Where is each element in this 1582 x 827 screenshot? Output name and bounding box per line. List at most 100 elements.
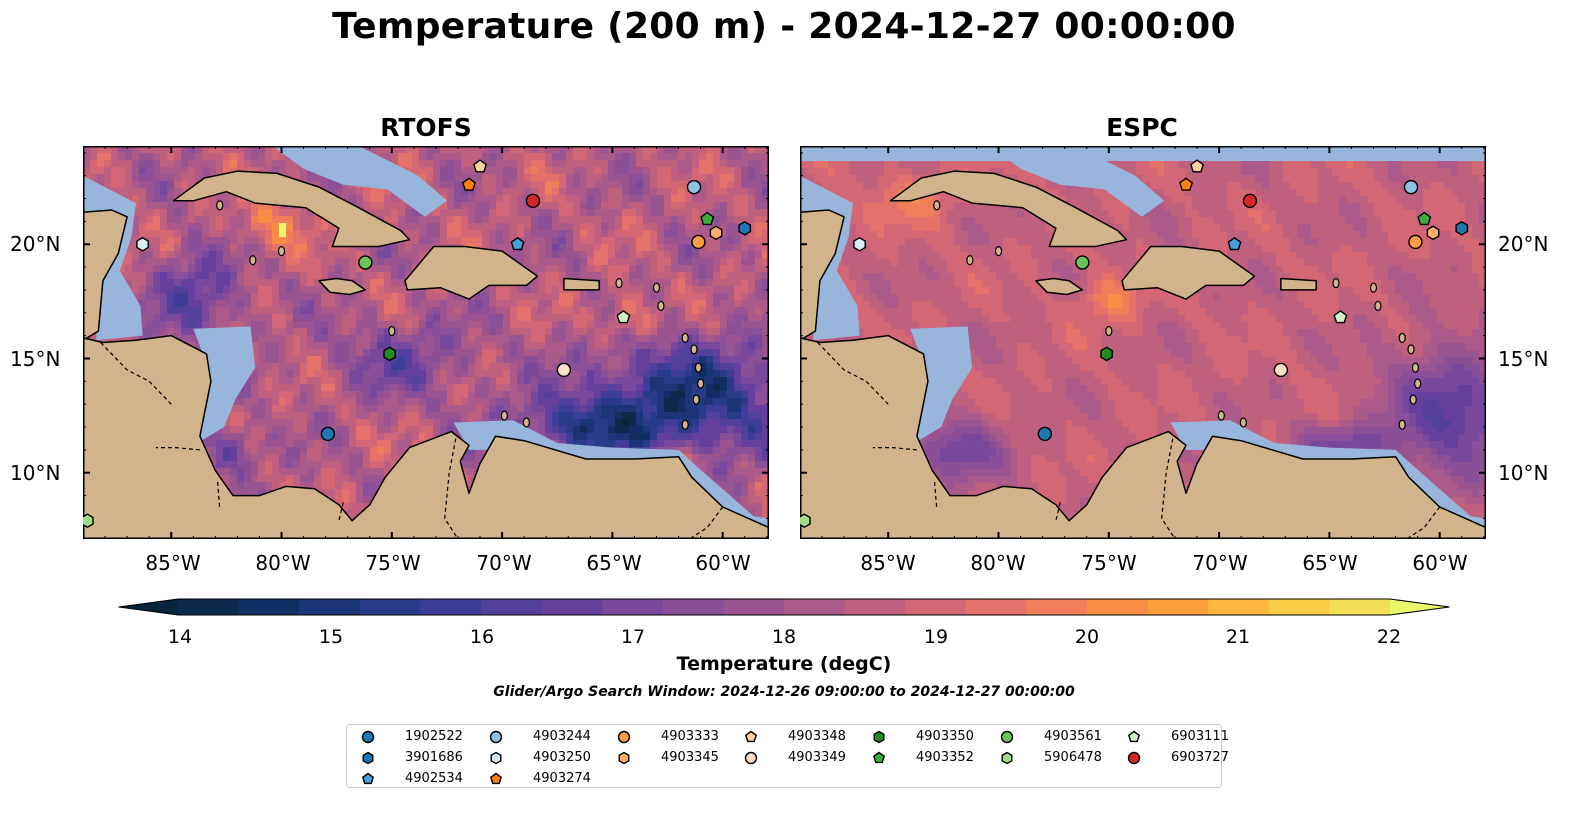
espc-map-svg <box>800 146 1486 539</box>
espc-land-hispaniola <box>1121 245 1256 300</box>
colorbar-segment <box>178 599 240 615</box>
float-legend: 1902522 3901686 4902534 4903244 4903250 49032… <box>346 724 1229 788</box>
espc-island-14 <box>1105 325 1113 337</box>
rtofs-land-puertorico <box>563 277 600 291</box>
colorbar-svg <box>118 598 1450 616</box>
espc-country-border-3 <box>1055 502 1061 521</box>
rtofs-float-marker-6903727 <box>525 193 541 209</box>
espc-island-2 <box>1411 362 1420 373</box>
rtofs-float-marker-4903350 <box>383 346 396 362</box>
colorbar-tick-14: 14 <box>167 626 193 648</box>
legend-marker-4903349 <box>744 751 758 765</box>
legend-marker-4903244 <box>489 730 503 744</box>
rtofs-island-0 <box>681 332 689 344</box>
legend-label-4903250: 4903250 <box>533 750 591 765</box>
rtofs-country-border-4 <box>444 438 459 539</box>
legend-label-4903350: 4903350 <box>916 729 974 744</box>
legend-marker-6903727 <box>1127 751 1141 765</box>
rtofs-country-border-5 <box>689 506 724 539</box>
espc-island-13 <box>933 200 941 211</box>
legend-marker-4903348 <box>744 730 758 743</box>
espc-float-marker-1902522 <box>1037 426 1053 442</box>
espc-land-puertorico <box>1280 277 1317 291</box>
espc-land-central <box>800 334 1486 539</box>
legend-label-4903352: 4903352 <box>916 750 974 765</box>
espc-float-marker-4903561 <box>1075 255 1090 270</box>
legend-label-4903561: 4903561 <box>1044 729 1102 744</box>
legend-marker-3901686 <box>362 751 374 765</box>
legend-marker-1902522 <box>361 730 375 744</box>
legend-marker-4903274 <box>489 772 503 785</box>
rtofs-island-14 <box>388 325 396 337</box>
legend-label-4903345: 4903345 <box>661 750 719 765</box>
rtofs-island-9 <box>500 410 508 421</box>
rtofs-island-3 <box>697 378 705 389</box>
rtofs-island-5 <box>681 419 689 430</box>
panel-title-espc: ESPC <box>1106 113 1178 142</box>
legend-marker-4903333 <box>617 730 631 744</box>
rtofs-map-svg <box>83 146 769 539</box>
colorbar-segment <box>1147 599 1209 615</box>
rtofs-country-border-3 <box>338 502 344 521</box>
rtofs-float-marker-4902534 <box>510 236 525 251</box>
espc-country-border-0 <box>817 342 889 405</box>
espc-float-marker-4903244 <box>1403 179 1419 195</box>
espc-island-0 <box>1398 332 1406 344</box>
lat-label-left-15n: 15°N <box>10 347 61 371</box>
rtofs-float-marker-4903333 <box>691 234 706 250</box>
legend-marker-4903350 <box>873 730 885 744</box>
colorbar-tick-18: 18 <box>771 626 797 648</box>
panel-title-rtofs: RTOFS <box>380 113 472 142</box>
rtofs-island-7 <box>652 282 661 293</box>
colorbar-tick-20: 20 <box>1074 626 1100 648</box>
espc-country-border-1 <box>872 447 917 451</box>
colorbar-segment <box>1268 599 1330 615</box>
espc-float-marker-6903727 <box>1242 193 1258 209</box>
legend-label-1902522: 1902522 <box>405 729 463 744</box>
espc-float-marker-4903345 <box>1426 225 1440 241</box>
colorbar-segment <box>299 599 361 615</box>
colorbar-segment <box>723 599 785 615</box>
colorbar-tick-16: 16 <box>469 626 495 648</box>
espc-island-6 <box>1374 300 1382 312</box>
rtofs-float-marker-4903250 <box>136 236 149 252</box>
colorbar-tick-22: 22 <box>1376 626 1402 648</box>
legend-label-4903333: 4903333 <box>661 729 719 744</box>
espc-island-9 <box>1217 410 1225 421</box>
lon-label-b-70w: 70°W <box>1192 551 1248 575</box>
rtofs-shelf-bahamas <box>272 146 447 217</box>
colorbar-segment <box>602 599 664 615</box>
lat-label-right-15n: 15°N <box>1498 347 1549 371</box>
rtofs-float-marker-4903352 <box>700 211 715 226</box>
rtofs-float-marker-4903244 <box>686 179 702 195</box>
lon-label-a-65w: 65°W <box>586 551 642 575</box>
colorbar-segment <box>905 599 967 615</box>
espc-island-3 <box>1414 378 1422 389</box>
colorbar-segment <box>541 599 603 615</box>
rtofs-shelf-mosquito <box>193 326 256 443</box>
rtofs-float-marker-5906478 <box>83 513 94 529</box>
colorbar-segment <box>420 599 482 615</box>
espc-shelf-mosquito <box>910 326 973 443</box>
colorbar-tick-15: 15 <box>318 626 344 648</box>
lat-label-right-20n: 20°N <box>1498 232 1549 256</box>
legend-label-4903348: 4903348 <box>788 729 846 744</box>
espc-float-marker-4903333 <box>1408 234 1423 250</box>
legend-marker-4902534 <box>361 772 375 785</box>
legend-label-3901686: 3901686 <box>405 750 463 765</box>
lat-label-left-20n: 20°N <box>10 232 61 256</box>
espc-country-border-5 <box>1406 506 1441 539</box>
rtofs-land-cuba <box>172 170 411 248</box>
figure-title: Temperature (200 m) - 2024-12-27 00:00:0… <box>332 6 1236 47</box>
legend-label-4903349: 4903349 <box>788 750 846 765</box>
colorbar-segment <box>481 599 543 615</box>
rtofs-country-border-0 <box>100 342 172 405</box>
legend-label-4902534: 4902534 <box>405 771 463 786</box>
legend-label-6903727: 6903727 <box>1171 750 1229 765</box>
colorbar-under-arrow <box>118 599 178 615</box>
rtofs-land-central <box>83 334 769 539</box>
legend-marker-4903250 <box>490 751 502 765</box>
rtofs-float-marker-1902522 <box>320 426 336 442</box>
espc-float-marker-5906478 <box>800 513 811 529</box>
rtofs-land-jamaica <box>318 277 367 296</box>
